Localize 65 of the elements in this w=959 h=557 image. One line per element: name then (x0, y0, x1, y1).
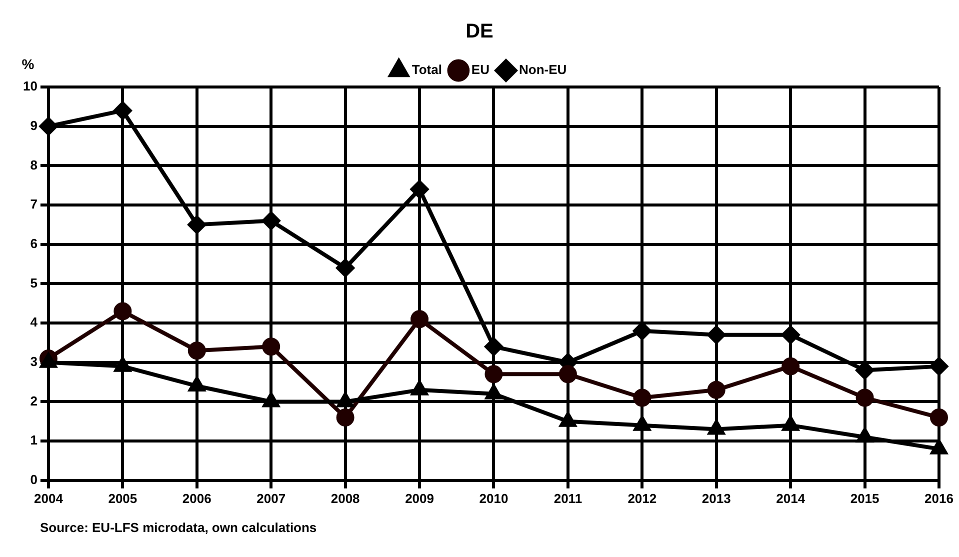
x-tick-label: 2008 (330, 490, 360, 506)
x-tick-label: 2006 (182, 490, 212, 506)
y-tick-label: 8 (30, 157, 38, 172)
y-tick-label: 10 (22, 78, 38, 94)
y-tick-label: 4 (30, 314, 38, 330)
x-tick-label: 2012 (628, 490, 657, 506)
point (336, 258, 354, 277)
y-tick-label: 5 (30, 275, 38, 290)
point (263, 392, 280, 408)
point (188, 342, 206, 360)
x-tick-label: 2004 (34, 490, 64, 506)
chart-title: DE (466, 20, 494, 43)
x-tick-label: 2013 (702, 490, 731, 506)
point (410, 310, 429, 328)
point (782, 326, 800, 344)
point (484, 365, 503, 384)
y-tick-label: 3 (30, 354, 38, 369)
x-tick-label: 2010 (479, 490, 508, 506)
point (633, 388, 652, 407)
point (336, 408, 354, 426)
y-tick-label: 7 (30, 196, 38, 212)
point (782, 357, 800, 376)
point (188, 216, 206, 234)
legend-label: Total (412, 62, 442, 78)
x-tick-label: 2007 (256, 490, 286, 506)
point (558, 365, 577, 384)
point (634, 416, 650, 431)
legend-label: Non-EU (518, 62, 567, 78)
point (707, 380, 726, 399)
point (930, 408, 948, 426)
x-tick-label: 2015 (850, 490, 880, 506)
x-tick-label: 2005 (108, 490, 138, 506)
point (40, 353, 57, 368)
point (707, 326, 726, 344)
point (930, 440, 948, 454)
point (114, 357, 131, 372)
point (410, 180, 429, 198)
point (114, 302, 132, 320)
point (930, 357, 948, 376)
x-tick-label: 2011 (554, 490, 582, 506)
legend-label: EU (471, 62, 490, 78)
y-axis-title: % (22, 56, 35, 72)
point (262, 338, 280, 356)
point (856, 388, 874, 407)
point (856, 428, 873, 443)
y-tick-label: 9 (30, 118, 38, 133)
point (337, 392, 354, 408)
point (411, 380, 428, 396)
point (39, 117, 58, 136)
source-note: Source: EU-LFS microdata, own calculations (40, 520, 317, 535)
point (486, 384, 502, 400)
x-tick-label: 2014 (776, 490, 806, 506)
y-tick-label: 2 (30, 393, 38, 408)
x-tick-label: 2016 (924, 490, 954, 506)
point (484, 338, 503, 356)
point (560, 412, 576, 427)
point (188, 376, 205, 392)
point (708, 420, 724, 435)
point (114, 102, 132, 120)
y-tick-label: 6 (30, 236, 38, 251)
y-tick-label: 0 (30, 472, 38, 487)
x-tick-label: 2009 (405, 490, 434, 506)
y-tick-label: 1 (30, 432, 38, 448)
point (262, 212, 280, 230)
point (782, 416, 799, 431)
